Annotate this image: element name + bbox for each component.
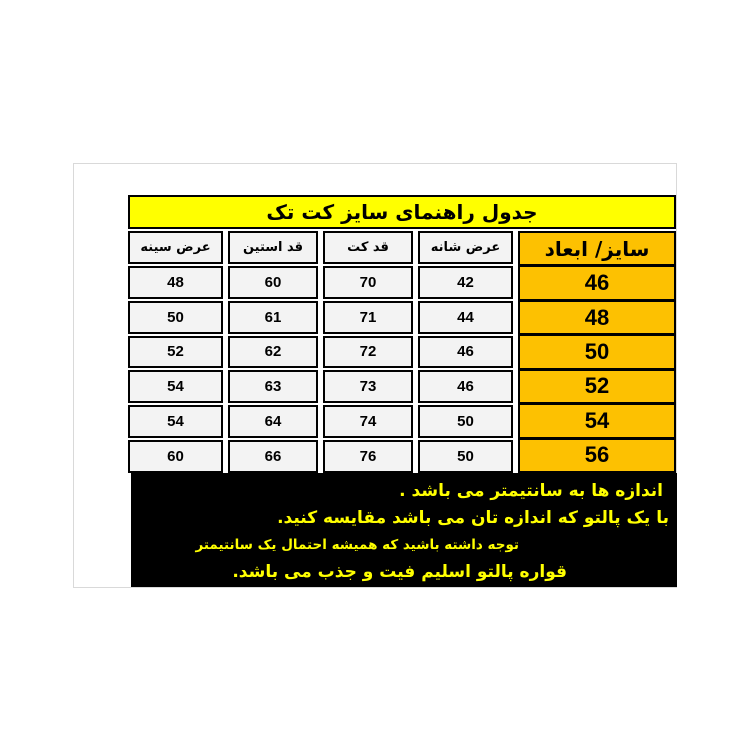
measurement-cell: 71 [323, 300, 413, 334]
footer-note-line: با یک پالتو که اندازه تان می باشد مقایسه… [277, 508, 669, 528]
size-value: 46 [520, 267, 674, 299]
measurement-cell: 48 [128, 265, 223, 299]
measurement-cell: 46 [418, 370, 513, 404]
image-frame-border [73, 163, 677, 588]
measurement-cell: 60 [128, 440, 223, 473]
column-header: عرض سینه [128, 231, 223, 264]
measurement-cell: 76 [323, 440, 413, 473]
size-value: 50 [520, 336, 674, 368]
size-value: 56 [520, 439, 674, 471]
measurement-cell: 63 [228, 370, 318, 404]
footer-note-line: اندازه ها به سانتیمتر می باشد . [399, 481, 663, 501]
measurement-cell: 70 [323, 265, 413, 299]
measurement-cell: 61 [228, 300, 318, 334]
measurement-cell: 64 [228, 405, 318, 439]
measurement-cell: 46 [418, 335, 513, 369]
measurement-cell: 50 [418, 440, 513, 473]
measurement-cell: 52 [128, 335, 223, 369]
size-table: سایز/ ابعاد 46 48 50 52 54 56 عرض شانه قد کت قد … [128, 231, 676, 473]
measurement-cell: 54 [128, 405, 223, 439]
table-title: جدول راهنمای سایز کت تک [128, 195, 676, 229]
measurement-cell: 72 [323, 335, 413, 369]
size-value: 48 [520, 301, 674, 334]
column-header: قد استین [228, 231, 318, 264]
measurement-cell: 62 [228, 335, 318, 369]
footer-note-line: قواره پالتو اسلیم فیت و جذب می باشد. [232, 562, 567, 582]
size-value: 52 [520, 370, 674, 403]
measurement-cell: 42 [418, 265, 513, 299]
measurement-cell: 50 [128, 300, 223, 334]
measurement-cell: 74 [323, 405, 413, 439]
measurement-cell: 54 [128, 370, 223, 404]
measurement-cell: 44 [418, 300, 513, 334]
size-column-header: سایز/ ابعاد [520, 233, 674, 265]
measurement-cell: 50 [418, 405, 513, 439]
measurement-cell: 73 [323, 370, 413, 404]
size-column: سایز/ ابعاد 46 48 50 52 54 56 [518, 231, 676, 473]
measurement-cell: 60 [228, 265, 318, 299]
column-header: عرض شانه [418, 231, 513, 264]
column-header: قد کت [323, 231, 413, 264]
size-value: 54 [520, 405, 674, 437]
footer-note-line: توجه داشته باشید که همیشه احتمال یک سانت… [195, 537, 519, 553]
footer-notes: اندازه ها به سانتیمتر می باشد . با یک پا… [131, 473, 677, 587]
measurement-cell: 66 [228, 440, 318, 473]
